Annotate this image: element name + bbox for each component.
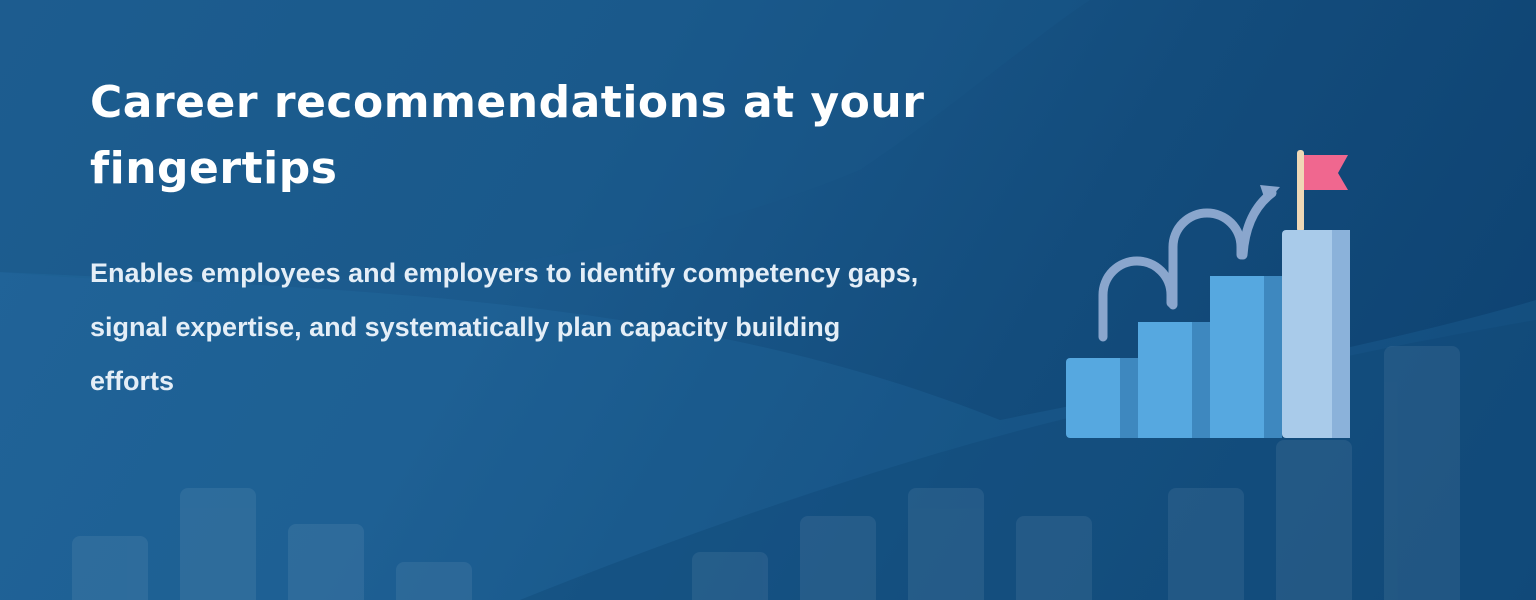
step-2: [1138, 322, 1210, 438]
background-bar: [1016, 516, 1092, 600]
page-description: Enables employees and employers to ident…: [90, 258, 919, 396]
background-bar: [1168, 488, 1244, 600]
arrow-head-icon: [1260, 185, 1280, 203]
background-bar: [180, 488, 256, 600]
background-bar: [1276, 440, 1352, 600]
background-bar: [692, 552, 768, 600]
background-bar: [908, 488, 984, 600]
background-bar: [72, 536, 148, 600]
background-wave-lower: [0, 272, 1536, 600]
career-steps-flag-icon: [1066, 150, 1350, 438]
step-1: [1066, 358, 1138, 438]
background-bar: [288, 524, 364, 600]
background-wave-upper: [0, 0, 1090, 282]
flag-icon: [1304, 155, 1348, 190]
step-3: [1210, 276, 1282, 438]
background-bar: [1384, 346, 1460, 600]
background-bar: [800, 516, 876, 600]
background-bars: [72, 346, 1460, 600]
flag-pole: [1297, 150, 1304, 232]
background-bar: [396, 562, 472, 600]
page-title: Career recommendations at your fingertip…: [90, 77, 925, 194]
step-4: [1282, 230, 1350, 438]
